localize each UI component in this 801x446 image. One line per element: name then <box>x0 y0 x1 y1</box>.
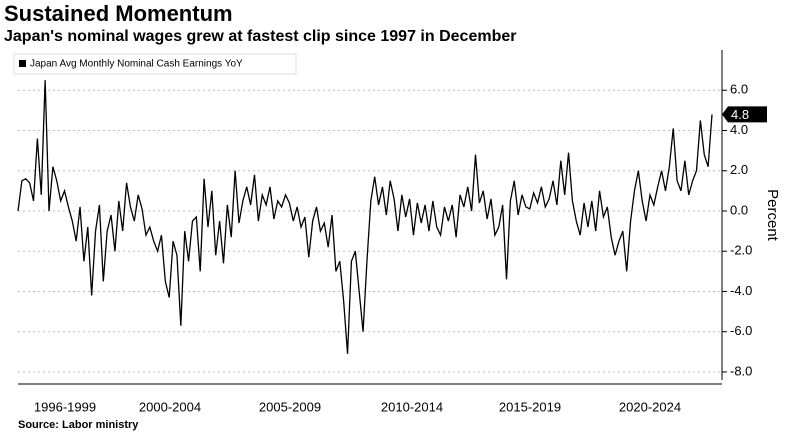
y-tick-label: 4.0 <box>730 122 748 137</box>
legend-swatch <box>19 60 26 67</box>
y-tick-label: -2.0 <box>730 243 752 258</box>
y-tick-label: -6.0 <box>730 323 752 338</box>
x-tick-label: 2005-2009 <box>259 399 321 414</box>
chart-title: Sustained Momentum <box>4 1 233 26</box>
last-value-tag <box>722 106 767 123</box>
y-tick-label: -8.0 <box>730 363 752 378</box>
data-line <box>17 80 713 354</box>
last-value-label: 4.8 <box>731 107 749 122</box>
legend-label: Japan Avg Monthly Nominal Cash Earnings … <box>30 59 243 70</box>
source: Source: Labor ministry <box>18 419 139 431</box>
x-tick-label: 2000-2004 <box>139 399 201 414</box>
y-tick-label: 6.0 <box>730 82 748 97</box>
x-tick-label: 2010-2014 <box>381 399 443 414</box>
legend-box <box>13 53 297 75</box>
x-tick-label: 2020-2024 <box>619 399 681 414</box>
y-tick-label: -4.0 <box>730 283 752 298</box>
x-tick-label: 2015-2019 <box>499 399 561 414</box>
y-axis-label: Percent <box>764 189 781 242</box>
x-tick-label: 1996-1999 <box>34 399 96 414</box>
y-tick-label: 0.0 <box>730 202 748 217</box>
y-tick-label: 2.0 <box>730 162 748 177</box>
chart-subtitle: Japan's nominal wages grew at fastest cl… <box>4 28 516 45</box>
